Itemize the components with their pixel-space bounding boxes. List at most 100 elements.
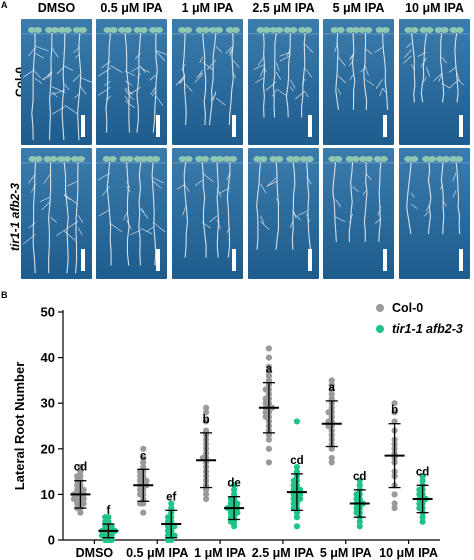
data-point: [265, 354, 273, 361]
significance-letter: b: [203, 414, 210, 426]
seedling-plate-photo: [399, 148, 470, 279]
data-point: [265, 345, 273, 352]
y-tick-label: 10: [41, 487, 55, 502]
data-point: [74, 500, 81, 507]
data-point: [77, 509, 84, 516]
significance-letter: a: [329, 382, 336, 394]
significance-letter: cd: [290, 455, 303, 467]
data-point: [164, 532, 172, 539]
legend-col0: Col-0: [376, 301, 423, 315]
y-tick-label: 20: [41, 441, 55, 456]
data-point: [328, 381, 335, 389]
data-point: [262, 400, 269, 407]
data-point: [265, 459, 273, 466]
x-tick-label: 10 μM IPA: [379, 546, 438, 560]
data-point: [140, 509, 147, 516]
legend-mutant-marker: [376, 324, 384, 333]
data-point: [262, 395, 269, 402]
data-point: [171, 532, 178, 539]
x-tick-label: 1 μM IPA: [194, 546, 246, 560]
data-point: [419, 514, 426, 521]
seedling-plate-photo: [96, 19, 167, 145]
column-header: 0.5 μM IPA: [100, 1, 163, 15]
y-axis-label: Lateral Root Number: [12, 362, 27, 491]
data-point: [416, 491, 423, 498]
data-point: [140, 463, 147, 471]
data-point: [136, 468, 144, 475]
data-point: [80, 486, 87, 493]
seedling-plate-photo: [96, 148, 167, 279]
column-header: 5 μM IPA: [332, 1, 385, 15]
data-point: [391, 491, 398, 498]
data-point: [74, 482, 81, 489]
data-point: [140, 454, 147, 462]
seedling-plate-photo: [399, 19, 470, 145]
data-point: [265, 372, 273, 379]
data-point: [136, 477, 144, 484]
data-point: [356, 523, 363, 530]
column-header: 1 μM IPA: [181, 1, 234, 15]
x-tick-label: 5 μM IPA: [320, 546, 372, 560]
data-point: [391, 504, 398, 512]
data-point: [102, 536, 109, 544]
data-point: [356, 477, 363, 484]
data-point: [265, 445, 273, 452]
data-point: [353, 509, 360, 516]
data-point: [328, 377, 335, 384]
data-point: [234, 500, 241, 507]
data-point: [202, 409, 210, 416]
data-point: [227, 514, 234, 521]
x-tick-label: DMSO: [76, 546, 114, 560]
data-point: [391, 400, 398, 407]
column-header: 2.5 μM IPA: [252, 1, 315, 15]
data-point: [164, 514, 172, 521]
data-point: [293, 523, 301, 530]
data-point: [353, 495, 360, 503]
panel-a-letter: A: [1, 0, 8, 10]
significance-letter: a: [266, 364, 273, 376]
data-point: [74, 486, 81, 493]
significance-letter: ef: [166, 491, 176, 503]
data-point: [227, 518, 234, 525]
significance-letter: cd: [74, 462, 87, 474]
data-point: [419, 477, 426, 484]
data-point: [202, 404, 210, 411]
data-point: [265, 363, 273, 370]
data-point: [297, 495, 304, 503]
data-point: [290, 482, 297, 489]
data-point: [202, 495, 210, 503]
data-point: [74, 473, 81, 480]
data-point: [70, 495, 78, 503]
data-point: [230, 491, 238, 498]
data-point: [328, 454, 335, 462]
data-point: [108, 536, 115, 544]
data-point: [416, 486, 423, 493]
data-point: [230, 486, 238, 493]
y-tick-label: 30: [41, 396, 55, 411]
data-point: [227, 509, 234, 516]
data-point: [140, 445, 147, 452]
data-point: [136, 500, 144, 507]
legend-col0-marker: [376, 303, 384, 312]
data-point: [325, 409, 332, 416]
data-point: [328, 395, 335, 402]
significance-letter: b: [391, 405, 398, 417]
data-point: [265, 368, 273, 375]
y-tick-label: 0: [48, 533, 55, 548]
significance-letter: cd: [416, 466, 429, 478]
data-point: [328, 386, 335, 393]
data-point: [98, 532, 106, 539]
seedling-plate-photo: [248, 19, 319, 145]
data-point: [416, 500, 423, 507]
x-tick-label: 2.5 μM IPA: [252, 546, 314, 560]
data-point: [80, 495, 87, 503]
data-point: [391, 418, 398, 425]
data-point: [227, 500, 234, 507]
data-point: [328, 459, 335, 466]
data-point: [140, 459, 147, 466]
data-point: [202, 418, 210, 425]
column-header: DMSO: [37, 1, 76, 15]
data-point: [419, 518, 426, 525]
data-point: [265, 436, 273, 443]
seedling-plate-photo: [248, 148, 319, 279]
